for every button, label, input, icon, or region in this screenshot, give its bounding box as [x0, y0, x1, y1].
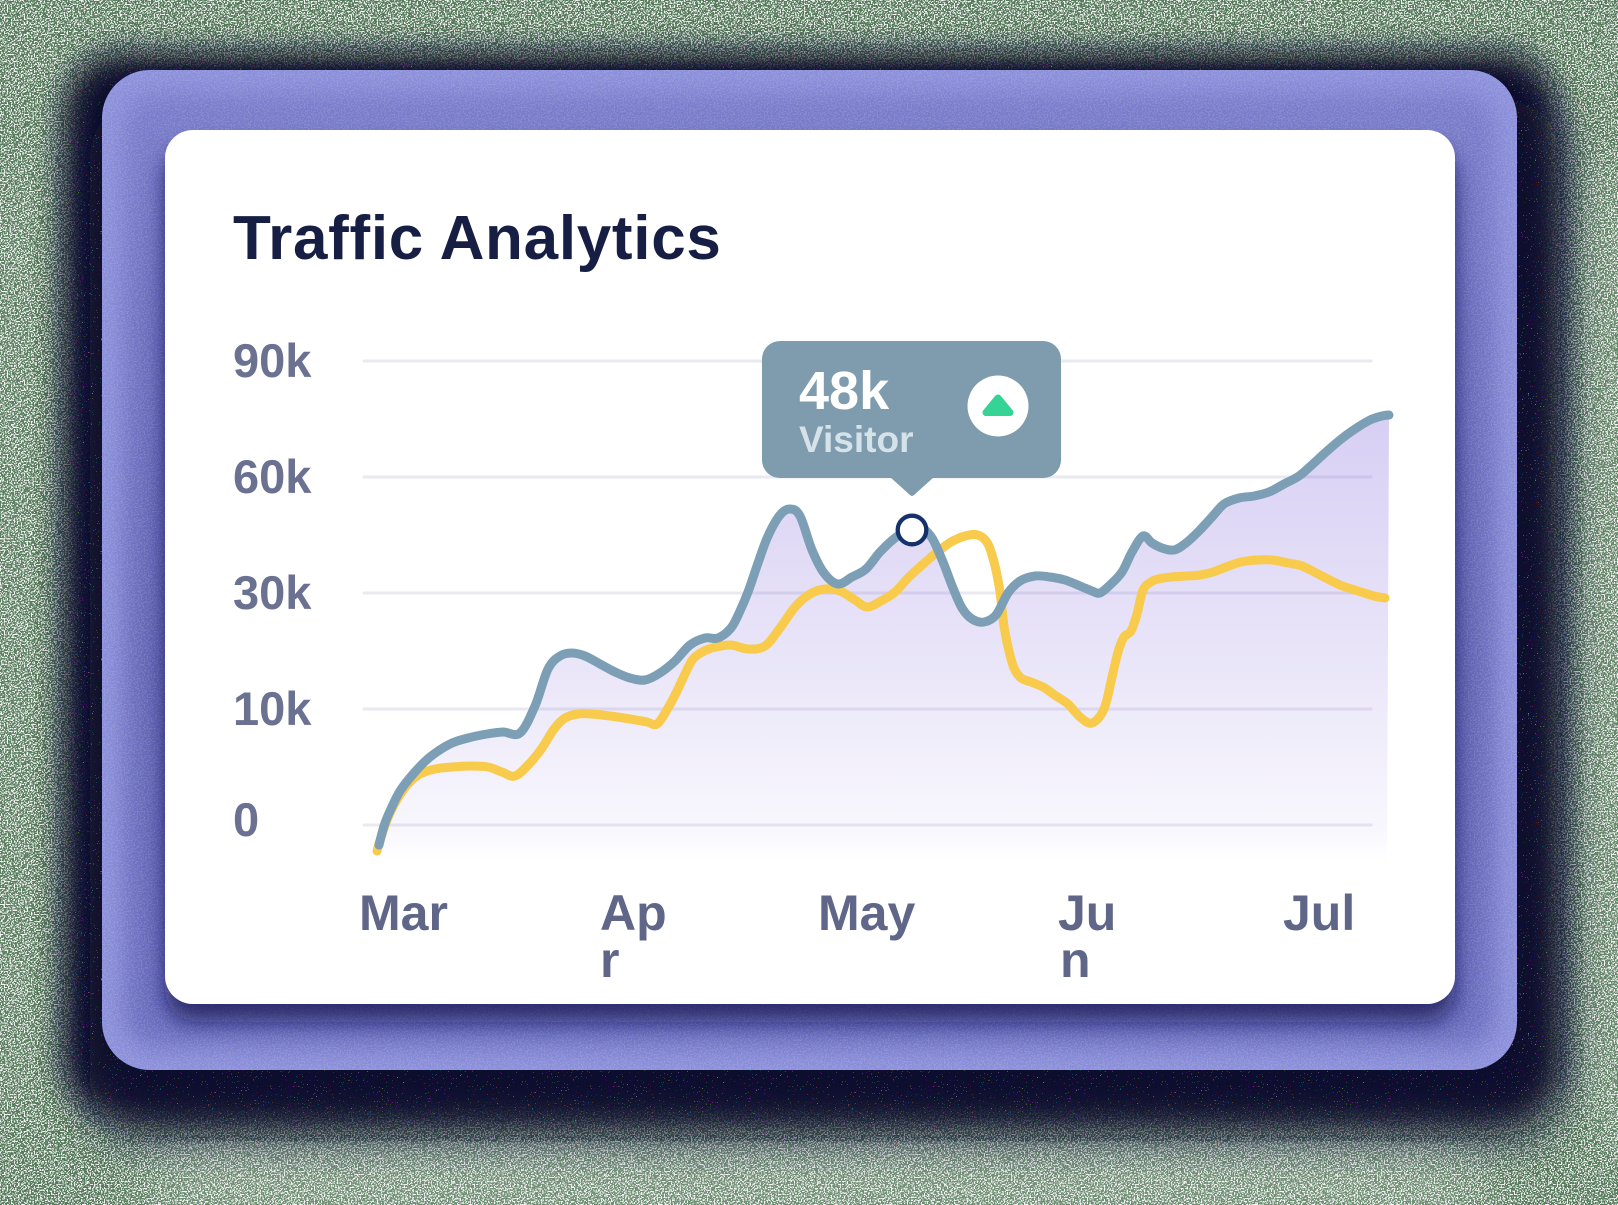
svg-text:Ju: Ju — [1058, 885, 1116, 941]
svg-text:30k: 30k — [233, 566, 312, 619]
svg-text:60k: 60k — [233, 450, 312, 503]
svg-text:Ap: Ap — [600, 885, 667, 941]
svg-text:10k: 10k — [233, 682, 312, 735]
svg-text:Traffic Analytics: Traffic Analytics — [233, 204, 722, 273]
svg-text:n: n — [1060, 932, 1091, 988]
svg-text:r: r — [600, 932, 619, 988]
svg-text:Jul: Jul — [1283, 885, 1355, 941]
svg-text:Visitor: Visitor — [799, 419, 913, 460]
svg-text:0: 0 — [233, 793, 259, 846]
svg-text:May: May — [818, 885, 915, 941]
svg-text:48k: 48k — [799, 361, 890, 421]
svg-text:Mar: Mar — [359, 885, 448, 941]
svg-text:90k: 90k — [233, 334, 312, 387]
